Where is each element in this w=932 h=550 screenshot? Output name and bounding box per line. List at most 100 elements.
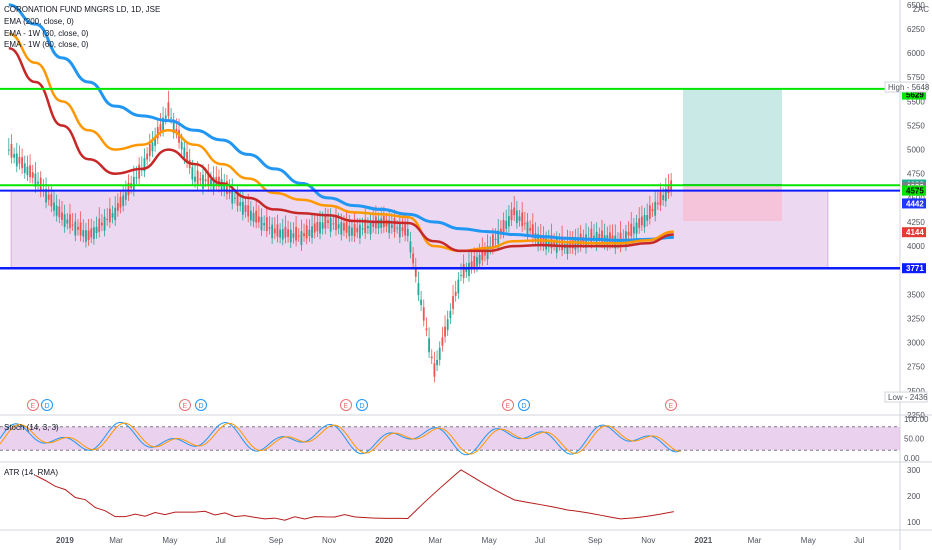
candle-body [356, 227, 359, 233]
dividend-marker[interactable]: D [518, 399, 530, 411]
price-tick-label: 4250 [907, 218, 925, 227]
dividend-marker[interactable]: D [195, 399, 207, 411]
candle-body [574, 239, 577, 250]
atr-legend[interactable]: ATR (14, RMA) [4, 468, 59, 477]
earnings-marker[interactable]: E [340, 399, 352, 411]
candle-body [34, 173, 37, 187]
time-tick-label: Jul [535, 536, 545, 545]
candle-body [308, 229, 311, 236]
candle-body [646, 215, 649, 221]
candle-body [236, 192, 239, 206]
candle-body [263, 223, 266, 226]
candle-body [633, 226, 635, 234]
candle-body [635, 222, 638, 234]
candle-body [441, 337, 444, 346]
earnings-marker[interactable]: E [179, 399, 191, 411]
price-tick-label: 3000 [907, 339, 925, 348]
candle-body [287, 229, 289, 237]
candle-body [300, 231, 303, 246]
earnings-marker[interactable]: E [27, 399, 39, 411]
candle-body [82, 230, 85, 237]
candle-body [643, 215, 646, 228]
candle-body [414, 268, 417, 277]
candle-body [324, 215, 327, 229]
candle-body [29, 165, 31, 178]
candle-body [659, 191, 662, 206]
stoch-k-line[interactable] [0, 421, 682, 456]
time-tick-label: Jul [854, 536, 864, 545]
candle-body [523, 223, 526, 225]
candle-body [276, 224, 279, 237]
candle-body [305, 225, 308, 239]
dividend-marker[interactable]: D [41, 399, 53, 411]
price-tick-label: 5000 [907, 146, 925, 155]
earnings-marker[interactable]: E [502, 399, 514, 411]
event-circle [502, 399, 514, 411]
time-tick-label: Mar [428, 536, 442, 545]
ema30w-line[interactable] [8, 32, 674, 253]
atr-line[interactable] [35, 469, 674, 521]
candle-body [271, 224, 274, 239]
ema60w-line[interactable] [8, 47, 674, 253]
candle-body [234, 197, 236, 199]
long-position-target[interactable] [683, 88, 782, 185]
ema60w-legend[interactable]: EMA - 1W (60, close, 0) [4, 40, 89, 49]
candle-body [526, 221, 529, 236]
candle-body [390, 224, 393, 228]
candle-body [58, 206, 61, 218]
stoch-tick-label: 0.00 [904, 454, 920, 463]
time-tick-label: Mar [109, 536, 123, 545]
high-label-box [884, 81, 928, 93]
candle-body [513, 207, 516, 216]
candle-body [289, 229, 292, 243]
price-tag-label: 3771 [906, 264, 924, 273]
candle-body [122, 195, 125, 206]
candle-body [31, 172, 34, 178]
candle-body [151, 142, 154, 152]
candle-body [404, 222, 407, 236]
stoch-legend[interactable]: Stoch (14, 3, 3) [4, 423, 59, 432]
ema30w-legend[interactable]: EMA - 1W (30, close, 0) [4, 29, 89, 38]
candle-body [257, 216, 260, 223]
candle-body [662, 195, 665, 201]
candle-body [66, 219, 69, 224]
event-label: E [31, 403, 36, 410]
candle-body [260, 216, 263, 231]
ema200-line[interactable] [8, 3, 674, 242]
earnings-marker[interactable]: E [665, 399, 677, 411]
candle-body [664, 188, 667, 202]
stoch-d-line[interactable] [0, 422, 682, 455]
candle-body [396, 227, 399, 229]
time-tick-label: Nov [641, 536, 655, 545]
candle-body [609, 232, 611, 244]
candle-body [252, 212, 255, 222]
dividend-marker[interactable]: D [356, 399, 368, 411]
candle-body [239, 202, 242, 206]
candle-body [515, 210, 518, 224]
candle-body [417, 283, 420, 296]
candle-body [111, 213, 114, 218]
candle-body [116, 203, 119, 211]
candle-body [359, 224, 361, 239]
candle-body [462, 264, 465, 278]
candle-body [444, 326, 446, 337]
candle-body [369, 220, 372, 235]
candle-body [202, 174, 204, 189]
candle-body [321, 222, 324, 229]
candle-body [207, 172, 210, 186]
ema200-legend[interactable]: EMA (200, close, 0) [4, 17, 74, 26]
candle-body [332, 223, 335, 225]
candle-body [406, 228, 409, 237]
candle-body [478, 254, 481, 264]
candle-body [146, 153, 149, 160]
candle-body [196, 170, 199, 185]
candle-body [500, 228, 502, 234]
candle-body [79, 222, 82, 236]
candle-body [223, 183, 226, 191]
price-tag: 4575 [902, 185, 926, 196]
time-tick-label: 2019 [56, 536, 74, 545]
candle-body [601, 230, 603, 243]
time-tick-label: Sep [269, 536, 284, 545]
candle-body [268, 227, 271, 229]
